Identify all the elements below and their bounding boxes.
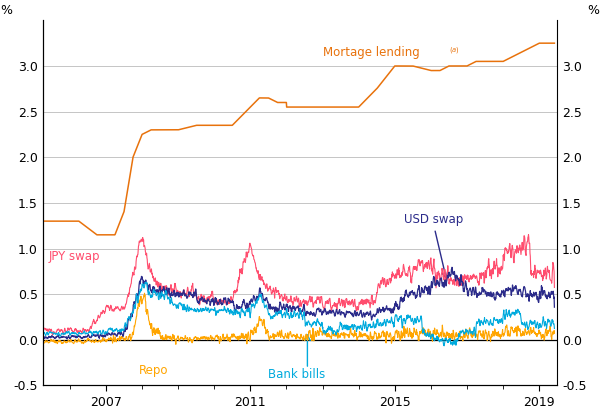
Text: JPY swap: JPY swap [48,250,100,263]
Text: Bank bills: Bank bills [268,368,326,381]
Text: USD swap: USD swap [404,213,463,226]
Text: %: % [587,4,599,17]
Text: $^{(a)}$: $^{(a)}$ [449,47,460,57]
Text: Repo: Repo [139,364,168,377]
Text: Mortage lending: Mortage lending [323,46,419,59]
Text: %: % [1,4,13,17]
